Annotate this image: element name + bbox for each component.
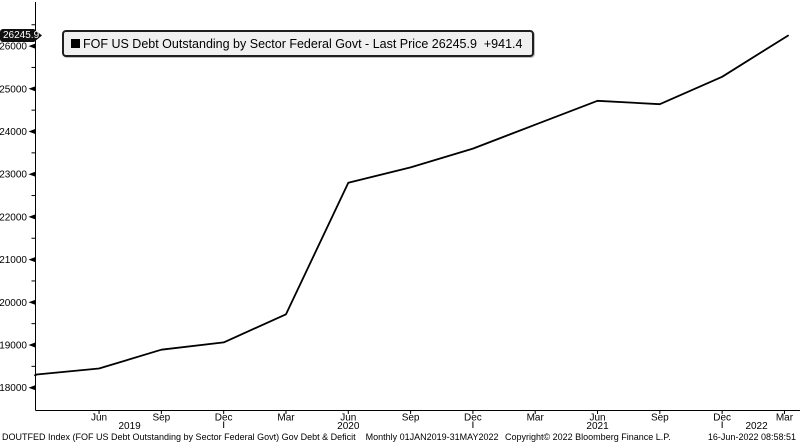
x-axis-year-label: 2021 <box>586 421 609 432</box>
y-axis-major-tick <box>28 342 36 348</box>
x-axis-tick-label: Sep <box>152 413 170 424</box>
x-axis-tick-label: Sep <box>402 413 420 424</box>
y-axis-tick-label: 23000 <box>0 170 27 181</box>
x-axis-year-label: 2019 <box>118 421 141 432</box>
series-marker-icon <box>71 39 80 48</box>
y-axis-tick-label: 26000 <box>0 42 27 53</box>
x-axis-tick-label: Dec <box>464 413 482 424</box>
y-axis-major-tick <box>28 43 36 49</box>
y-axis-major-tick <box>28 385 36 391</box>
y-axis-major-tick <box>28 257 36 263</box>
x-axis-tick-label: Dec <box>713 413 731 424</box>
y-axis-tick-label: 19000 <box>0 341 27 352</box>
y-axis-tick-label: 21000 <box>0 255 27 266</box>
x-axis-tick-label: Jun <box>340 413 356 424</box>
footer-copyright: Copyright© 2022 Bloomberg Finance L.P. <box>505 432 671 442</box>
y-axis-major-tick <box>28 299 36 305</box>
x-axis-tick-label: Jun <box>91 413 107 424</box>
x-axis-tick-label: Mar <box>277 413 295 424</box>
footer-security-info: DOUTFED Index (FOF US Debt Outstanding b… <box>2 432 499 442</box>
last-price-tag: 26245.9 <box>0 29 42 42</box>
footer-periodicity: Monthly 01JAN2019-31MAY2022 <box>365 432 499 442</box>
legend-label: FOF US Debt Outstanding by Sector Federa… <box>83 36 523 51</box>
y-axis-tick-label: 22000 <box>0 212 27 223</box>
y-axis-tick-label: 18000 <box>0 383 27 394</box>
y-axis-major-tick <box>28 214 36 220</box>
x-axis-tick-label: Jun <box>589 413 605 424</box>
y-axis-tick-label: 24000 <box>0 127 27 138</box>
y-axis-major-tick <box>28 86 36 92</box>
last-price-tag-value: 26245.9 <box>3 30 40 41</box>
price-line <box>34 34 789 377</box>
x-axis-tick-label: Mar <box>776 413 794 424</box>
x-axis-tick-label: Sep <box>651 413 669 424</box>
legend-box[interactable]: FOF US Debt Outstanding by Sector Federa… <box>62 30 535 57</box>
x-axis-tick-label: Dec <box>215 413 233 424</box>
footer-description: DOUTFED Index (FOF US Debt Outstanding b… <box>2 432 356 442</box>
y-axis-major-tick <box>28 171 36 177</box>
y-axis-major-tick <box>28 128 36 135</box>
x-axis-tick-label: Mar <box>527 413 545 424</box>
x-axis-year-label: 2020 <box>337 421 360 432</box>
footer-timestamp: 16-Jun-2022 08:58:51 <box>707 432 796 442</box>
x-axis-year-label: 2022 <box>745 421 768 432</box>
y-axis-tick-label: 25000 <box>0 84 27 95</box>
y-axis-tick-label: 20000 <box>0 298 27 309</box>
